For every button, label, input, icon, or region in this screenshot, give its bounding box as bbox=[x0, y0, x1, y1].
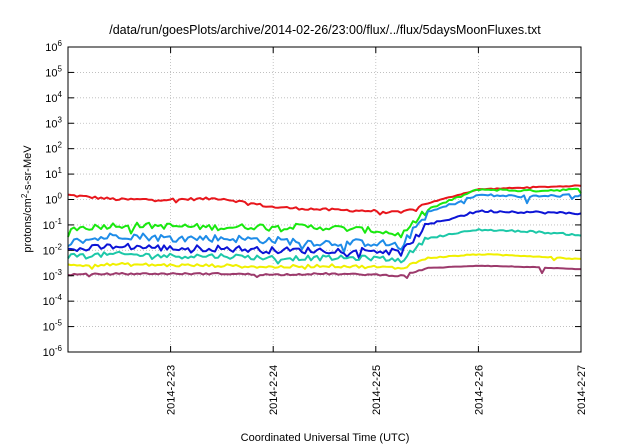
y-axis-label: protons/cm2-s-sr-MeV bbox=[20, 145, 34, 253]
y-tick-label: 103 bbox=[45, 115, 62, 130]
series-line bbox=[67, 228, 582, 265]
y-tick-label: 105 bbox=[45, 64, 62, 79]
x-tick-label: 2014-2-26 bbox=[473, 365, 485, 415]
series-line bbox=[67, 184, 582, 216]
y-tick-label: 10-5 bbox=[43, 319, 63, 334]
y-tick-label: 104 bbox=[45, 90, 62, 105]
series-line bbox=[67, 253, 582, 270]
y-tick-label: 10-1 bbox=[43, 217, 63, 232]
chart-title: /data/run/goesPlots/archive/2014-02-26/2… bbox=[109, 23, 541, 37]
y-tick-label: 10-3 bbox=[43, 268, 63, 283]
x-tick-label: 2014-2-27 bbox=[576, 365, 588, 415]
y-tick-label: 100 bbox=[45, 192, 62, 207]
x-tick-label: 2014-2-24 bbox=[268, 365, 280, 415]
y-tick-label: 10-4 bbox=[43, 293, 63, 308]
series-line bbox=[67, 264, 581, 279]
series-line bbox=[67, 193, 582, 254]
y-tick-label: 101 bbox=[45, 166, 62, 181]
axes: 106 105 104 103 102 101 100 10-1 10-2 10-3 10-4 10-… bbox=[43, 39, 588, 415]
series-line bbox=[67, 209, 582, 260]
y-tick-label: 10-2 bbox=[43, 242, 63, 257]
series-line bbox=[67, 187, 582, 239]
series-lines bbox=[67, 184, 582, 279]
x-axis-label: Coordinated Universal Time (UTC) bbox=[241, 432, 410, 444]
y-tick-label: 106 bbox=[45, 39, 62, 54]
x-tick-label: 2014-2-23 bbox=[166, 365, 178, 415]
y-tick-label: 10-6 bbox=[43, 344, 63, 359]
y-tick-label: 102 bbox=[45, 141, 62, 156]
x-tick-label: 2014-2-25 bbox=[371, 365, 383, 415]
